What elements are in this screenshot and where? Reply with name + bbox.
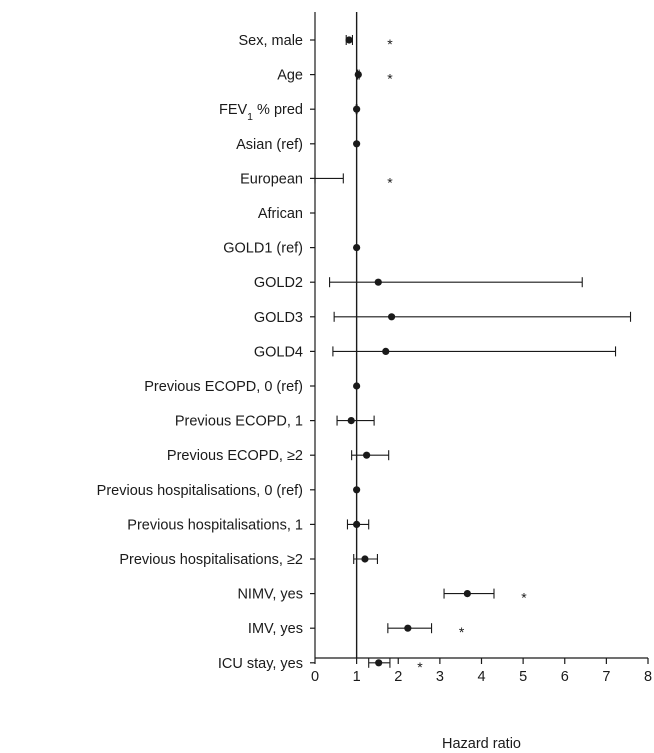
x-tick-label: 4 (477, 669, 485, 685)
row-label: Previous hospitalisations, 1 (127, 517, 303, 533)
x-tick-label: 0 (311, 669, 319, 685)
row-label: GOLD1 (ref) (223, 241, 303, 257)
row-label: Previous ECOPD, 1 (175, 414, 303, 430)
row-label: Asian (ref) (236, 137, 303, 153)
row-label: ICU stay, yes (218, 656, 303, 672)
hazard-ratio-point (463, 590, 471, 598)
row-label: IMV, yes (248, 621, 303, 637)
ci-errorbar (332, 346, 617, 357)
significance-star: * (521, 590, 527, 606)
hazard-ratio-point (347, 417, 355, 425)
row-label: Previous ECOPD, ≥2 (167, 448, 303, 464)
significance-star: * (459, 624, 465, 640)
hazard-ratio-point (354, 71, 362, 79)
row-label: Previous ECOPD, 0 (ref) (144, 379, 303, 395)
significance-star: * (387, 71, 393, 87)
x-tick-label: 7 (602, 669, 610, 685)
significance-star: * (387, 36, 393, 52)
rows-layer: Sex, male * Age * FEV1 % pred Asian (ref) Euro… (97, 33, 632, 675)
x-tick-label: 5 (519, 669, 527, 685)
x-tick-label: 2 (394, 669, 402, 685)
row-label: GOLD2 (254, 275, 303, 291)
hazard-ratio-point (375, 659, 383, 667)
row-label: GOLD3 (254, 310, 303, 326)
significance-star: * (417, 659, 423, 675)
row-label: African (258, 206, 303, 222)
significance-star: * (387, 174, 393, 190)
ci-errorbar (314, 173, 344, 184)
hazard-ratio-point (387, 313, 396, 321)
row-label: European (240, 171, 303, 187)
hazard-ratio-point (361, 555, 369, 563)
row-label: Previous hospitalisations, ≥2 (119, 552, 303, 568)
ci-errorbar (329, 277, 583, 288)
hazard-ratio-point (382, 347, 390, 355)
row-label: FEV1 % pred (219, 102, 303, 123)
row-label: Previous hospitalisations, 0 (ref) (97, 483, 303, 499)
row-label: GOLD4 (254, 344, 303, 360)
hazard-ratio-point (404, 624, 412, 632)
x-axis-title: Hazard ratio (442, 736, 521, 752)
row-label: Age (277, 68, 303, 84)
ci-errorbar (333, 311, 632, 322)
x-tick-label: 6 (561, 669, 569, 685)
x-tick-label: 1 (353, 669, 361, 685)
row-label: Sex, male (239, 33, 303, 49)
x-tick-label: 8 (644, 669, 652, 685)
hazard-ratio-point (345, 36, 353, 44)
x-tick-label: 3 (436, 669, 444, 685)
ci-errorbar (336, 415, 375, 426)
row-label: NIMV, yes (237, 587, 303, 603)
hazard-ratio-point (374, 278, 382, 286)
hazard-ratio-point (363, 451, 371, 459)
axes-layer: 0 1 2 3 4 5 6 7 8 (310, 12, 652, 685)
